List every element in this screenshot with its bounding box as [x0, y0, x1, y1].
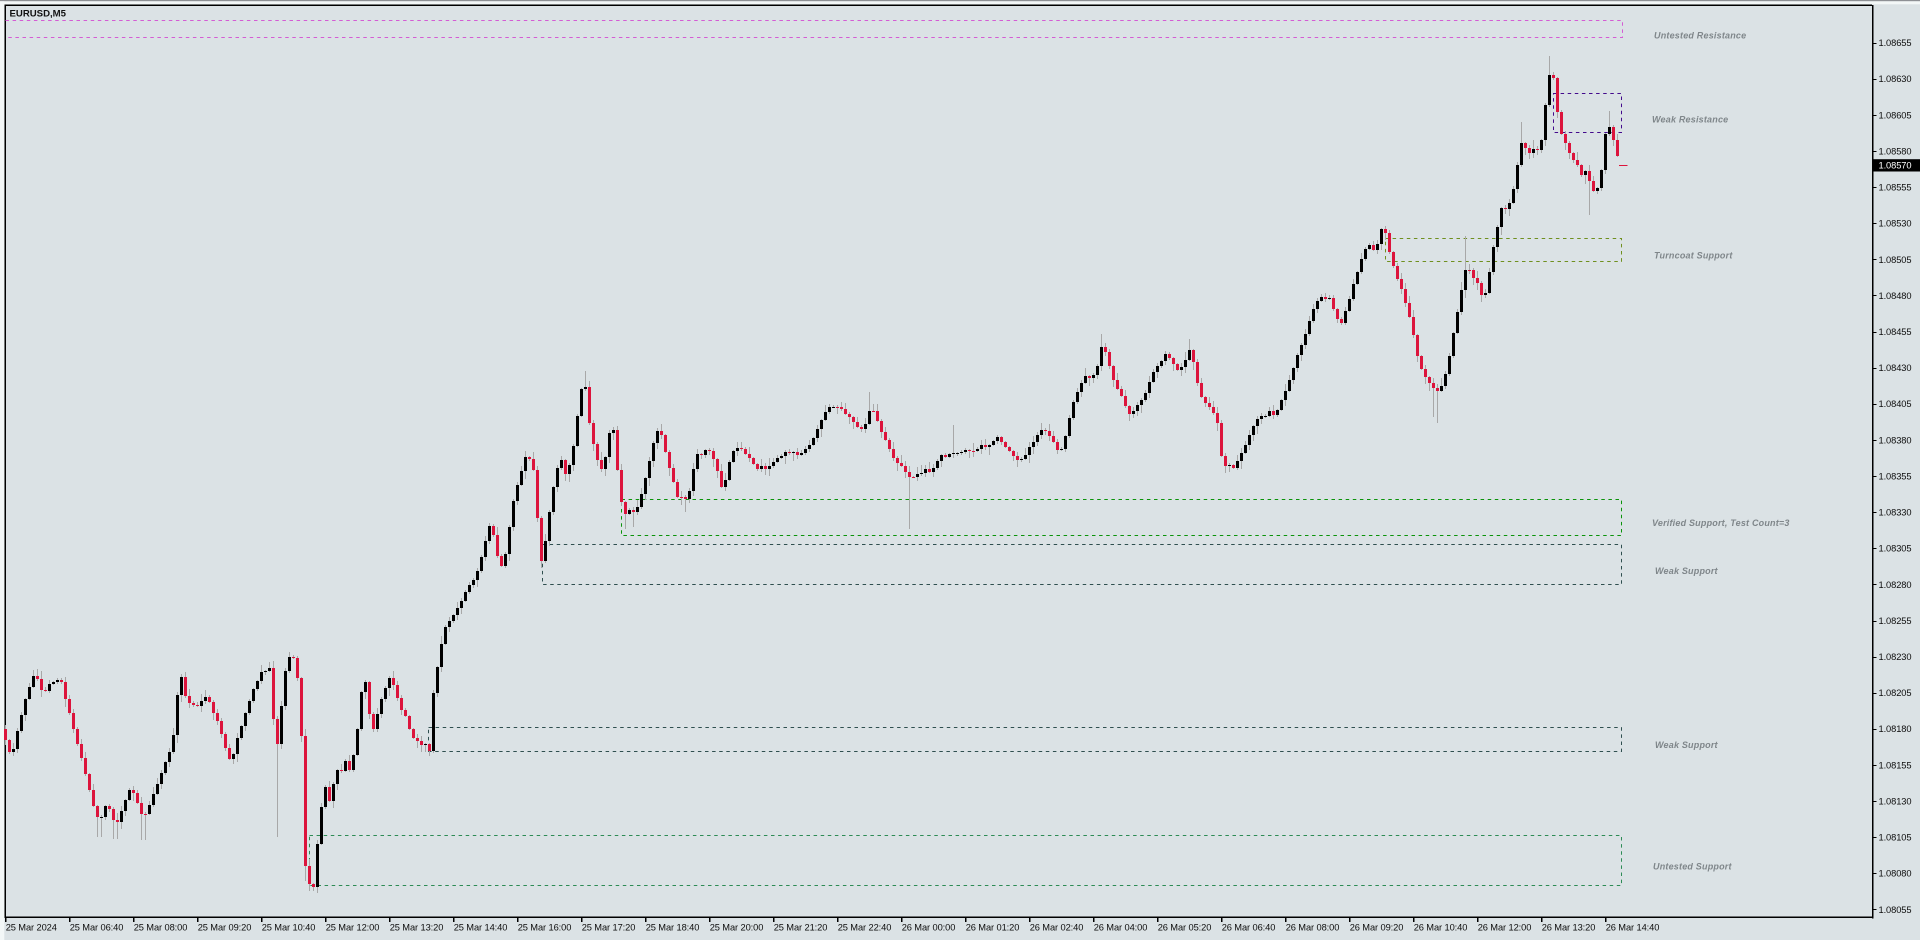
svg-text:Weak Support: Weak Support — [1655, 740, 1719, 750]
svg-text:25 Mar 08:00: 25 Mar 08:00 — [134, 922, 188, 932]
svg-text:1.08055: 1.08055 — [1879, 905, 1912, 915]
svg-text:25 Mar 12:00: 25 Mar 12:00 — [326, 922, 380, 932]
svg-text:1.08380: 1.08380 — [1879, 435, 1912, 445]
svg-text:1.08455: 1.08455 — [1879, 327, 1912, 337]
svg-text:1.08280: 1.08280 — [1879, 580, 1912, 590]
svg-text:1.08605: 1.08605 — [1879, 110, 1912, 120]
svg-text:1.08205: 1.08205 — [1879, 688, 1912, 698]
svg-text:1.08130: 1.08130 — [1879, 796, 1912, 806]
svg-text:25 Mar 16:00: 25 Mar 16:00 — [518, 922, 572, 932]
svg-text:25 Mar 17:20: 25 Mar 17:20 — [582, 922, 636, 932]
svg-text:26 Mar 09:20: 26 Mar 09:20 — [1350, 922, 1404, 932]
svg-text:1.08430: 1.08430 — [1879, 363, 1912, 373]
svg-text:25 Mar 10:40: 25 Mar 10:40 — [262, 922, 316, 932]
svg-text:1.08530: 1.08530 — [1879, 219, 1912, 229]
svg-text:25 Mar 2024: 25 Mar 2024 — [6, 922, 57, 932]
svg-text:26 Mar 00:00: 26 Mar 00:00 — [902, 922, 956, 932]
svg-text:26 Mar 05:20: 26 Mar 05:20 — [1158, 922, 1212, 932]
svg-text:26 Mar 14:40: 26 Mar 14:40 — [1606, 922, 1660, 932]
svg-text:Weak Resistance: Weak Resistance — [1652, 115, 1728, 125]
svg-text:25 Mar 06:40: 25 Mar 06:40 — [70, 922, 124, 932]
svg-text:1.08180: 1.08180 — [1879, 724, 1912, 734]
svg-text:Verified Support, Test Count=3: Verified Support, Test Count=3 — [1652, 518, 1790, 528]
svg-text:1.08580: 1.08580 — [1879, 146, 1912, 156]
svg-text:26 Mar 08:00: 26 Mar 08:00 — [1286, 922, 1340, 932]
svg-text:1.08080: 1.08080 — [1879, 869, 1912, 879]
svg-text:Untested Resistance: Untested Resistance — [1654, 31, 1746, 41]
svg-text:25 Mar 20:00: 25 Mar 20:00 — [710, 922, 764, 932]
svg-text:EURUSD,M5: EURUSD,M5 — [10, 9, 67, 20]
svg-text:25 Mar 18:40: 25 Mar 18:40 — [646, 922, 700, 932]
svg-text:26 Mar 12:00: 26 Mar 12:00 — [1478, 922, 1532, 932]
svg-text:1.08405: 1.08405 — [1879, 399, 1912, 409]
svg-text:1.08355: 1.08355 — [1879, 471, 1912, 481]
svg-text:26 Mar 04:00: 26 Mar 04:00 — [1094, 922, 1148, 932]
svg-text:25 Mar 22:40: 25 Mar 22:40 — [838, 922, 892, 932]
svg-text:25 Mar 13:20: 25 Mar 13:20 — [390, 922, 444, 932]
svg-text:1.08630: 1.08630 — [1879, 74, 1912, 84]
svg-text:26 Mar 10:40: 26 Mar 10:40 — [1414, 922, 1468, 932]
svg-text:1.08330: 1.08330 — [1879, 508, 1912, 518]
svg-text:1.08230: 1.08230 — [1879, 652, 1912, 662]
svg-text:25 Mar 14:40: 25 Mar 14:40 — [454, 922, 508, 932]
svg-text:1.08570: 1.08570 — [1879, 161, 1912, 171]
svg-text:26 Mar 02:40: 26 Mar 02:40 — [1030, 922, 1084, 932]
svg-text:1.08505: 1.08505 — [1879, 255, 1912, 265]
svg-text:26 Mar 01:20: 26 Mar 01:20 — [966, 922, 1020, 932]
svg-text:25 Mar 21:20: 25 Mar 21:20 — [774, 922, 828, 932]
svg-text:1.08305: 1.08305 — [1879, 544, 1912, 554]
svg-text:25 Mar 09:20: 25 Mar 09:20 — [198, 922, 252, 932]
svg-text:26 Mar 13:20: 26 Mar 13:20 — [1542, 922, 1596, 932]
svg-text:Turncoat Support: Turncoat Support — [1654, 251, 1733, 261]
svg-text:Weak Support: Weak Support — [1655, 566, 1719, 576]
svg-text:1.08255: 1.08255 — [1879, 616, 1912, 626]
svg-text:26 Mar 06:40: 26 Mar 06:40 — [1222, 922, 1276, 932]
svg-text:Untested Support: Untested Support — [1653, 862, 1733, 872]
svg-text:1.08155: 1.08155 — [1879, 760, 1912, 770]
svg-text:1.08555: 1.08555 — [1879, 183, 1912, 193]
svg-text:1.08105: 1.08105 — [1879, 833, 1912, 843]
svg-text:1.08655: 1.08655 — [1879, 38, 1912, 48]
svg-text:1.08480: 1.08480 — [1879, 291, 1912, 301]
